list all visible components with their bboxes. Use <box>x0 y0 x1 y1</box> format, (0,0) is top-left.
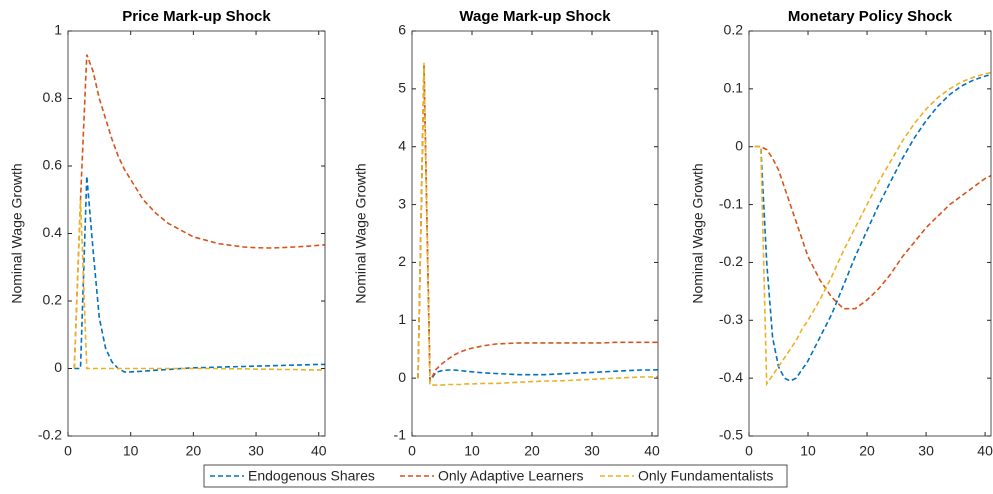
x-tick-label: 10 <box>800 443 816 459</box>
series-line <box>754 71 991 387</box>
x-tick-label: 20 <box>524 443 540 459</box>
y-tick-label: 0 <box>54 359 62 375</box>
y-tick-label: 0.6 <box>43 157 63 173</box>
legend-label: Only Fundamentalists <box>638 468 773 484</box>
x-tick-label: 0 <box>745 443 753 459</box>
y-axis-label: Nominal Wage Growth <box>353 163 369 303</box>
y-tick-label: 6 <box>398 22 406 38</box>
chart-title: Wage Mark-up Shock <box>459 8 611 25</box>
chart-title: Price Mark-up Shock <box>122 8 271 25</box>
x-tick-label: 30 <box>584 443 600 459</box>
y-tick-label: 5 <box>398 80 406 96</box>
series-line <box>74 176 325 373</box>
y-tick-label: 0.4 <box>43 224 63 240</box>
series-line <box>417 62 658 386</box>
y-tick-label: 3 <box>398 195 406 211</box>
plot-frame <box>67 30 326 437</box>
series-line <box>73 54 325 369</box>
y-tick-label: -0.4 <box>719 369 743 385</box>
x-tick-label: 30 <box>918 443 934 459</box>
y-tick-label: 4 <box>398 137 406 153</box>
y-tick-label: -1 <box>394 427 407 443</box>
y-axis-label: Nominal Wage Growth <box>690 163 706 303</box>
y-tick-label: -0.5 <box>719 427 743 443</box>
y-tick-label: 0.8 <box>43 89 63 105</box>
legend-label: Endogenous Shares <box>248 468 375 484</box>
y-tick-label: -0.2 <box>38 427 62 443</box>
legend-box <box>203 464 788 488</box>
y-tick-label: -0.1 <box>719 195 743 211</box>
plot-frame <box>748 30 992 437</box>
x-tick-label: 10 <box>123 443 139 459</box>
y-tick-label: 2 <box>398 253 406 269</box>
x-tick-label: 20 <box>186 443 202 459</box>
series-line <box>417 65 658 382</box>
y-tick-label: 0.1 <box>724 80 744 96</box>
y-tick-label: 0 <box>735 137 743 153</box>
x-tick-label: 20 <box>859 443 875 459</box>
y-tick-label: 0.2 <box>43 292 63 308</box>
series-line <box>417 65 658 384</box>
x-tick-label: 40 <box>311 443 327 459</box>
y-tick-label: 0 <box>398 369 406 385</box>
y-tick-label: -0.2 <box>719 253 743 269</box>
y-tick-label: 0.2 <box>724 22 744 38</box>
x-tick-label: 10 <box>464 443 480 459</box>
x-tick-label: 30 <box>248 443 264 459</box>
legend-label: Only Adaptive Learners <box>438 468 584 484</box>
y-tick-label: -0.3 <box>719 311 743 327</box>
series-line <box>754 73 991 382</box>
x-tick-label: 40 <box>644 443 660 459</box>
y-axis-label: Nominal Wage Growth <box>9 163 25 303</box>
series-line <box>754 145 991 310</box>
plot-frame <box>411 30 659 437</box>
x-tick-label: 40 <box>977 443 993 459</box>
chart-title: Monetary Policy Shock <box>788 8 953 25</box>
x-tick-label: 0 <box>64 443 72 459</box>
y-tick-label: 1 <box>398 311 406 327</box>
series-line <box>73 199 325 371</box>
x-tick-label: 0 <box>408 443 416 459</box>
y-tick-label: 1 <box>54 22 62 38</box>
